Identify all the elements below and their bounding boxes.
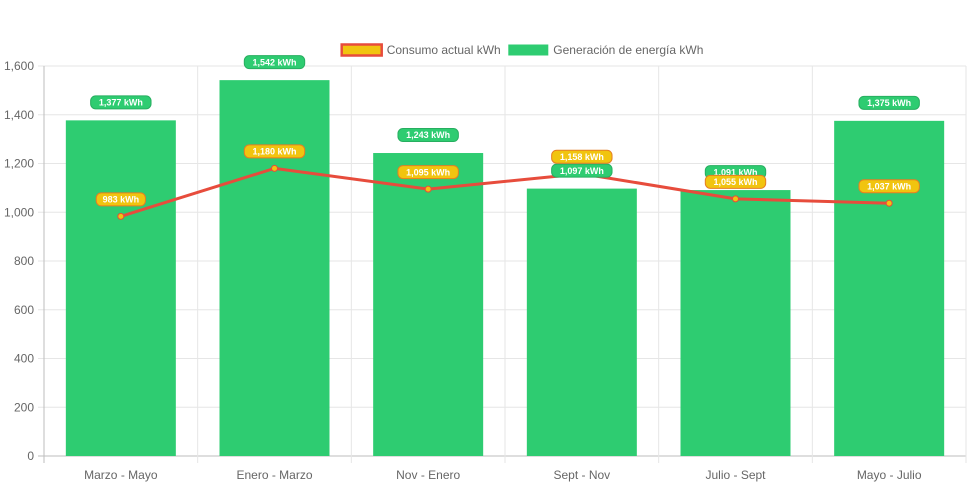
- line-data-label: 1,037 kWh: [858, 179, 920, 194]
- line-data-label-bg: [704, 174, 767, 189]
- legend-swatch: [508, 44, 549, 56]
- legend-item[interactable]: Generación de energía kWh: [508, 43, 703, 57]
- line-point[interactable]: [424, 185, 432, 193]
- y-tick-label: 800: [14, 254, 34, 268]
- bar-data-label-bg: [858, 95, 920, 110]
- line-data-label-bg: [243, 144, 306, 159]
- legend-swatch: [340, 43, 383, 57]
- line-point[interactable]: [271, 164, 278, 172]
- y-tick-label: 400: [14, 352, 34, 366]
- bar-data-label-bg: [243, 55, 306, 70]
- bar[interactable]: [526, 188, 637, 456]
- bar-data-label: 1,377 kWh: [90, 95, 152, 110]
- x-tick-label: Enero - Marzo: [236, 468, 312, 482]
- series-line: [120, 166, 890, 218]
- data-labels: 1,377 kWh 1,542 kWh 1,243 kWh 1,097 kWh 1,09…: [90, 55, 920, 207]
- y-tick-label: 600: [14, 303, 34, 317]
- line-point[interactable]: [117, 212, 125, 220]
- bar[interactable]: [834, 120, 945, 456]
- legend-label: Generación de energía kWh: [553, 43, 703, 57]
- line-data-label-bg: [858, 179, 920, 194]
- bar-data-label: 1,375 kWh: [858, 95, 920, 110]
- bar-data-label-bg: [551, 163, 613, 178]
- bar[interactable]: [680, 190, 791, 456]
- x-tick-label: Sept - Nov: [553, 468, 610, 482]
- line-data-label-bg: [95, 192, 146, 207]
- legend: Consumo actual kWh Generación de energía …: [340, 43, 703, 57]
- bar-data-label-bg: [397, 128, 459, 143]
- bar-data-label-text: 1,091 kWh: [713, 167, 757, 177]
- line-data-label-text: 1,055 kWh: [713, 177, 757, 187]
- line-data-label: 1,095 kWh: [397, 165, 459, 180]
- bar[interactable]: [373, 153, 484, 457]
- legend-label: Consumo actual kWh: [387, 43, 501, 57]
- x-tick-label: Nov - Enero: [396, 468, 460, 482]
- line-data-label-bg: [397, 165, 459, 180]
- line-point[interactable]: [732, 195, 739, 203]
- y-tick-label: 0: [27, 449, 34, 463]
- line-point[interactable]: [885, 199, 893, 207]
- bar-data-label: 1,097 kWh: [551, 163, 613, 178]
- grid-lines: [38, 65, 967, 463]
- y-tick-label: 1,600: [4, 59, 34, 73]
- line-data-label-text: 983 kWh: [103, 195, 140, 205]
- bar-data-label-text: 1,377 kWh: [99, 98, 143, 108]
- line-data-label-text: 1,158 kWh: [560, 152, 604, 162]
- line-data-label: 983 kWh: [95, 192, 146, 207]
- x-tick-label: Marzo - Mayo: [84, 468, 158, 482]
- line-data-label-text: 1,037 kWh: [867, 181, 911, 191]
- y-tick-label: 200: [14, 400, 34, 414]
- bar-data-label-text: 1,375 kWh: [867, 98, 911, 108]
- bar-data-label-text: 1,243 kWh: [406, 130, 450, 140]
- y-tick-label: 1,000: [4, 205, 34, 219]
- y-tick-label: 1,400: [4, 108, 34, 122]
- line-data-label-text: 1,180 kWh: [252, 147, 296, 157]
- line-data-label: 1,055 kWh: [704, 174, 767, 189]
- bar-data-label: 1,542 kWh: [243, 55, 306, 70]
- legend-item[interactable]: Consumo actual kWh: [340, 43, 501, 57]
- x-tick-label: Mayo - Julio: [857, 468, 922, 482]
- bar-series: [65, 80, 945, 457]
- line-data-label-bg: [551, 149, 613, 164]
- line-data-label: 1,180 kWh: [243, 144, 306, 159]
- line-data-label: 1,158 kWh: [551, 149, 613, 164]
- line-data-label-text: 1,095 kWh: [406, 167, 450, 177]
- x-tick-label: Julio - Sept: [705, 468, 766, 482]
- bar-data-label: 1,243 kWh: [397, 128, 459, 143]
- bar[interactable]: [219, 80, 330, 456]
- axes: 0 200 400 600 800 1,000 1,200 1,400 1,600 Marzo -…: [4, 59, 922, 482]
- y-tick-label: 1,200: [4, 157, 34, 171]
- bar-data-label-text: 1,097 kWh: [560, 166, 604, 176]
- bar-data-label-bg: [90, 95, 152, 110]
- bar-data-label-text: 1,542 kWh: [252, 57, 296, 67]
- bar[interactable]: [65, 120, 176, 456]
